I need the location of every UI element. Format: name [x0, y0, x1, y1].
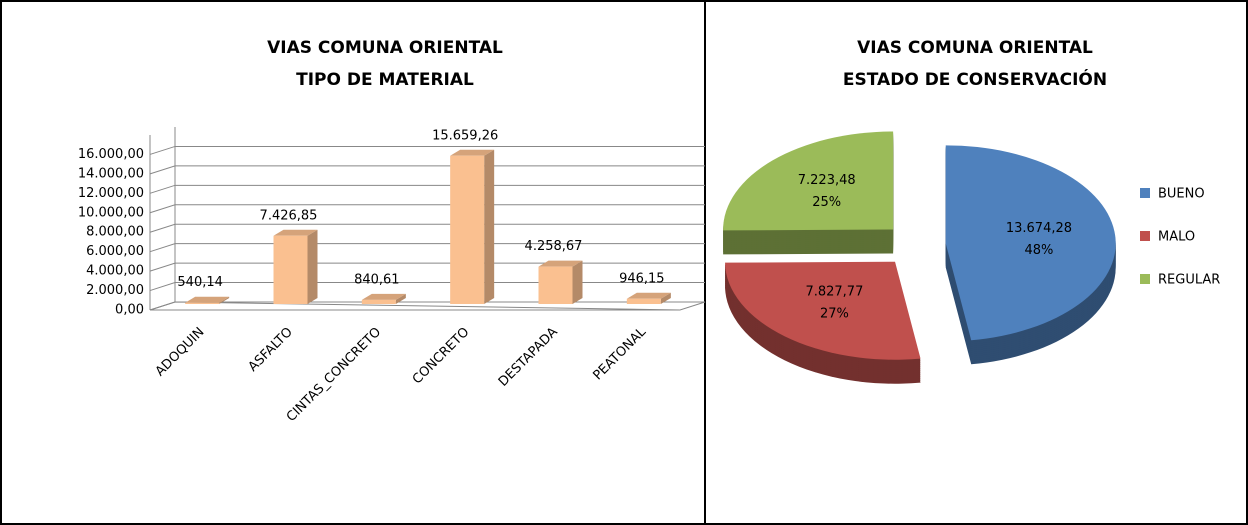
chart-title: TIPO DE MATERIAL [296, 70, 474, 90]
value-label: 540,14 [177, 275, 223, 290]
value-label: 7.426,85 [260, 208, 318, 223]
bar-side [307, 229, 318, 304]
legend-swatch [1140, 188, 1150, 198]
y-tick-label: 12.000,00 [78, 186, 144, 201]
bar [538, 260, 583, 304]
chart-title: ESTADO DE CONSERVACIÓN [843, 68, 1107, 90]
grid-line [149, 223, 705, 233]
grid-line [149, 282, 705, 292]
bar-front [450, 155, 485, 304]
bar-front [538, 266, 573, 304]
chart-title: VIAS COMUNA ORIENTAL [857, 38, 1093, 58]
bar-top [185, 296, 230, 303]
y-tick-label: 4.000,00 [86, 264, 144, 279]
percent-label: 48% [1024, 243, 1053, 258]
grid-line [149, 184, 705, 194]
bar [450, 149, 495, 304]
value-label: 946,15 [619, 271, 665, 286]
bar-side [395, 293, 406, 304]
legend-label: REGULAR [1158, 273, 1220, 288]
grid-line [149, 165, 705, 175]
grid-line [149, 204, 705, 214]
legend-label: MALO [1158, 230, 1195, 245]
y-tick-label: 14.000,00 [78, 166, 144, 181]
bar-top [361, 293, 406, 300]
value-label: 4.258,67 [525, 239, 583, 254]
y-tick-label: 8.000,00 [86, 225, 144, 240]
percent-label: 25% [812, 195, 841, 210]
value-label: 13.674,28 [1006, 221, 1072, 236]
y-tick-label: 6.000,00 [86, 244, 144, 259]
y-tick-label: 16.000,00 [78, 147, 144, 162]
legend-label: BUENO [1158, 187, 1205, 202]
bar [361, 293, 406, 304]
bar-top [273, 229, 318, 236]
bar [273, 229, 318, 304]
legend-swatch [1140, 274, 1150, 284]
value-label: 840,61 [354, 272, 400, 287]
bar-front [626, 298, 661, 304]
percent-label: 27% [820, 306, 849, 321]
bar-front [185, 302, 220, 304]
y-tick-label: 0,00 [115, 303, 144, 318]
value-label: 7.827,77 [805, 284, 863, 299]
bar-top [626, 292, 671, 299]
chart-title: VIAS COMUNA ORIENTAL [267, 38, 503, 58]
grid-line [149, 145, 705, 155]
slice [945, 145, 1116, 341]
grid-line [149, 262, 705, 272]
legend-swatch [1140, 231, 1150, 241]
bar-top [538, 260, 583, 267]
bar-top [450, 149, 495, 156]
y-tick-label: 10.000,00 [78, 205, 144, 220]
grid-line [149, 243, 705, 253]
slice [725, 261, 921, 360]
bar [185, 296, 230, 304]
bar-side [572, 260, 583, 304]
bar-front [361, 299, 396, 304]
bar-front [273, 235, 308, 304]
bar-side [484, 149, 495, 304]
value-label: 15.659,26 [432, 128, 498, 143]
y-tick-label: 2.000,00 [86, 283, 144, 298]
slice [723, 131, 894, 231]
grid-line [149, 301, 705, 311]
value-label: 7.223,48 [798, 173, 856, 188]
bar-side [219, 296, 230, 304]
bar-side [660, 292, 671, 304]
bar [626, 292, 671, 304]
